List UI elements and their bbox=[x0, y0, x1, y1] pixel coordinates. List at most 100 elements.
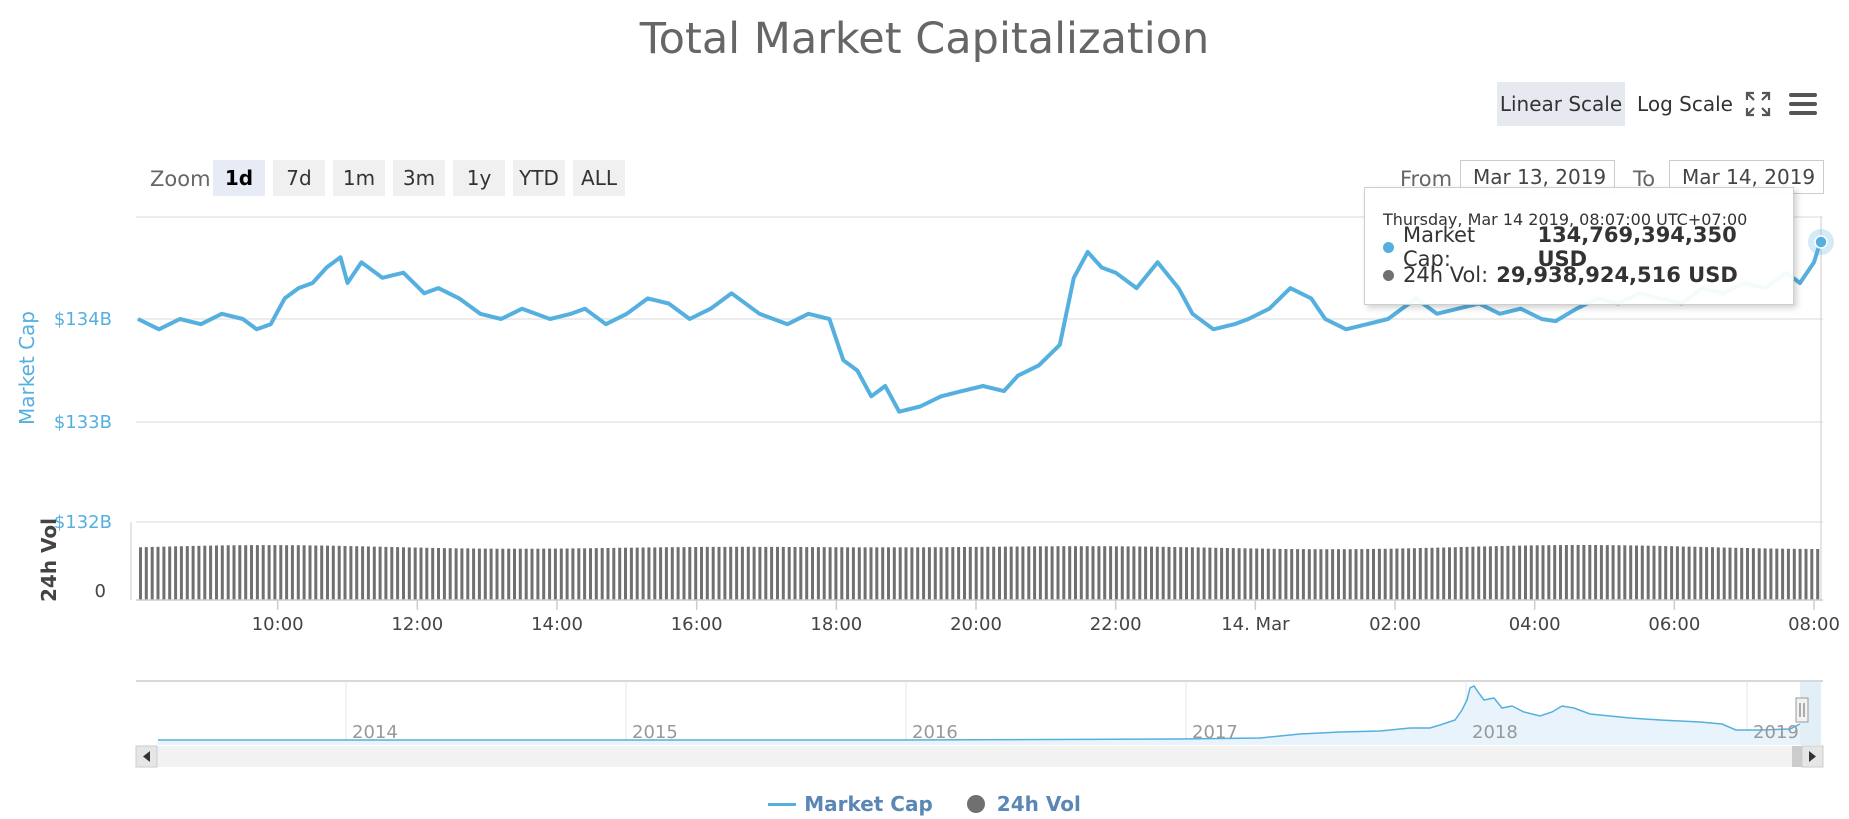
volume-bar bbox=[676, 547, 680, 600]
y-axis-label: Market Cap bbox=[15, 311, 39, 425]
volume-bar bbox=[1015, 546, 1019, 600]
volume-bar bbox=[1775, 548, 1779, 600]
volume-bar bbox=[1424, 547, 1428, 600]
zoom-ytd-button[interactable]: YTD bbox=[513, 160, 565, 196]
scrollbar-track bbox=[136, 746, 1823, 767]
volume-bar bbox=[717, 546, 721, 600]
volume-bar bbox=[1740, 547, 1744, 600]
volume-bar bbox=[1114, 546, 1118, 600]
volume-bar bbox=[892, 547, 896, 600]
volume-bar bbox=[781, 546, 785, 600]
x-tick-label: 02:00 bbox=[1369, 614, 1421, 635]
zoom-3m-button[interactable]: 3m bbox=[393, 160, 445, 196]
volume-bar bbox=[1664, 546, 1668, 600]
scroll-left-arrow-icon bbox=[143, 751, 150, 762]
volume-bar bbox=[1728, 547, 1732, 600]
volume-bar bbox=[244, 545, 248, 600]
volume-bar bbox=[1044, 546, 1048, 600]
volume-bar bbox=[881, 547, 885, 600]
volume-bar bbox=[1564, 545, 1568, 600]
fullscreen-icon[interactable] bbox=[1740, 86, 1776, 122]
market-cap-legend-line-icon bbox=[768, 802, 797, 806]
volume-bar bbox=[1284, 549, 1288, 600]
volume-bar bbox=[653, 547, 657, 600]
navigator-area bbox=[158, 686, 1800, 745]
volume-bar bbox=[1594, 545, 1598, 600]
volume-bar bbox=[1541, 545, 1545, 600]
volume-axis-label: 24h Vol bbox=[37, 518, 61, 602]
volume-bar bbox=[1249, 548, 1253, 600]
volume-bar bbox=[179, 546, 183, 600]
volume-bar bbox=[1500, 546, 1504, 600]
zoom-7d-button[interactable]: 7d bbox=[273, 160, 325, 196]
volume-bar bbox=[922, 547, 926, 600]
log-scale-button[interactable]: Log Scale bbox=[1637, 92, 1733, 116]
volume-bar bbox=[442, 548, 446, 600]
x-tick-label: 08:00 bbox=[1788, 614, 1840, 635]
volume-bar bbox=[846, 547, 850, 600]
volume-bar bbox=[1307, 549, 1311, 600]
volume-bar bbox=[1418, 548, 1422, 600]
volume-bar bbox=[1056, 546, 1060, 600]
volume-bar bbox=[1681, 546, 1685, 600]
volume-bar bbox=[466, 548, 470, 600]
zoom-1y-button[interactable]: 1y bbox=[453, 160, 505, 196]
volume-bar bbox=[1120, 546, 1124, 600]
volume-bar bbox=[1220, 547, 1224, 600]
volume-bar bbox=[583, 548, 587, 600]
tooltip-market-cap-value: 134,769,394,350 USD bbox=[1537, 223, 1737, 271]
navigator-handle[interactable] bbox=[1795, 697, 1809, 723]
zoom-1d-button[interactable]: 1d bbox=[213, 160, 265, 196]
volume-bar bbox=[1488, 546, 1492, 600]
x-tick-label: 14. Mar bbox=[1221, 614, 1290, 635]
y-axis-ticks: $132B $133B $134B bbox=[54, 309, 112, 533]
hamburger-menu-icon[interactable] bbox=[1784, 86, 1822, 122]
volume-bar bbox=[1734, 547, 1738, 600]
volume-bar bbox=[209, 545, 213, 600]
x-axis-ticks: 10:00 12:00 14:00 16:00 18:00 20:00 22:00 14. M… bbox=[252, 600, 1840, 635]
y-tick-label: $133B bbox=[54, 412, 112, 433]
volume-bar bbox=[1266, 548, 1270, 600]
volume-bar bbox=[1173, 547, 1177, 600]
legend-item-market-cap[interactable]: Market Cap bbox=[768, 792, 933, 816]
volume-bar bbox=[238, 545, 242, 600]
navigator-tick-label: 2016 bbox=[912, 722, 958, 743]
zoom-1m-button[interactable]: 1m bbox=[333, 160, 385, 196]
volume-bar bbox=[1477, 546, 1481, 600]
linear-scale-button[interactable]: Linear Scale bbox=[1497, 82, 1625, 126]
scrollbar[interactable] bbox=[135, 745, 1824, 768]
volume-bar bbox=[1705, 547, 1709, 600]
volume-bar bbox=[1781, 548, 1785, 600]
volume-bar bbox=[629, 547, 633, 600]
volume-bar bbox=[337, 545, 341, 600]
volume-bar bbox=[290, 545, 294, 600]
volume-bar bbox=[1190, 547, 1194, 600]
legend-item-24h-vol[interactable]: 24h Vol bbox=[966, 792, 1081, 816]
volume-bar bbox=[1313, 549, 1317, 600]
volume-bar bbox=[647, 547, 651, 600]
volume-bar bbox=[1319, 549, 1323, 600]
volume-bar bbox=[793, 547, 797, 600]
volume-bar bbox=[887, 547, 890, 600]
volume-bar bbox=[945, 547, 949, 600]
zoom-all-button[interactable]: ALL bbox=[573, 160, 625, 196]
volume-bar bbox=[816, 547, 820, 600]
navigator-grid bbox=[345, 681, 1748, 745]
volume-bar bbox=[1348, 549, 1352, 600]
volume-bar bbox=[624, 547, 627, 600]
volume-bar bbox=[501, 548, 505, 600]
volume-bar bbox=[1453, 547, 1457, 600]
volume-bar bbox=[670, 547, 674, 600]
volume-bar bbox=[1617, 545, 1621, 600]
volume-bar bbox=[589, 548, 592, 600]
volume-bar bbox=[402, 547, 405, 600]
volume-bar bbox=[799, 547, 803, 600]
volume-bar bbox=[1576, 545, 1580, 600]
volume-bar bbox=[1074, 546, 1077, 600]
volume-bar bbox=[361, 546, 365, 600]
market-cap-dot-icon bbox=[1383, 241, 1394, 253]
volume-bar bbox=[571, 548, 575, 600]
x-tick-label: 12:00 bbox=[391, 614, 443, 635]
volume-bar bbox=[927, 547, 931, 600]
volume-bar bbox=[1430, 547, 1434, 600]
